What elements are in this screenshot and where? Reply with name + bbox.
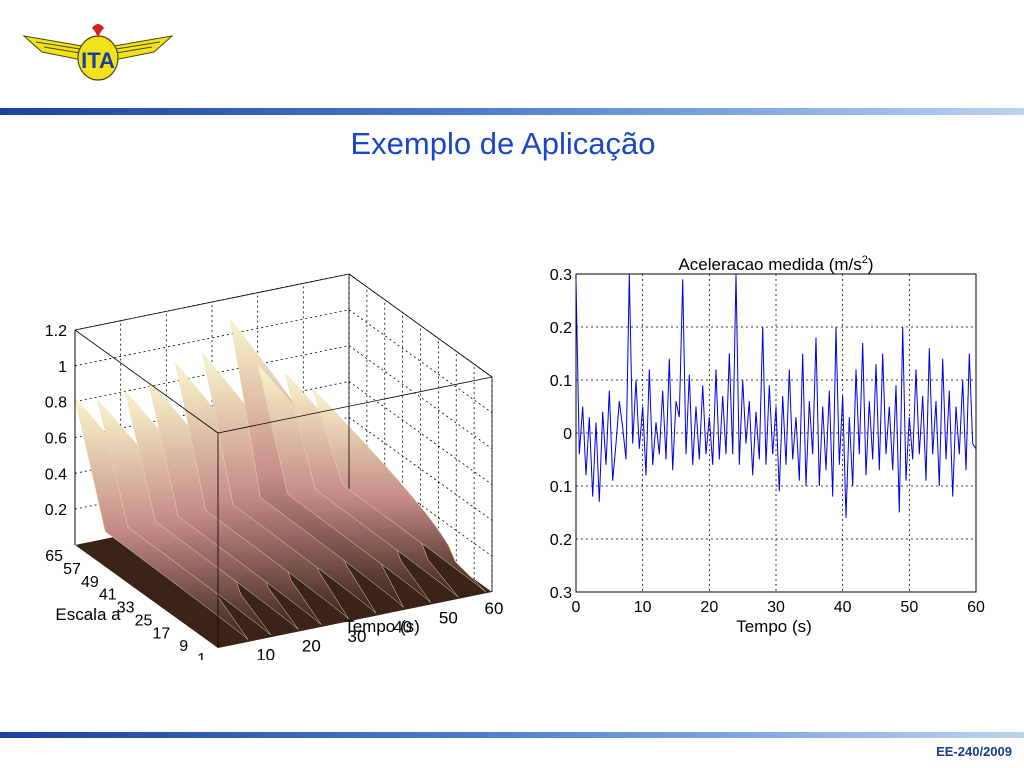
line-y-tick-label: 0.3 bbox=[550, 267, 572, 284]
surface-z-tick-label: 1.2 bbox=[45, 323, 67, 340]
line-y-tick-label: 0.1 bbox=[550, 373, 572, 390]
surface-y-tick-label: 41 bbox=[99, 587, 117, 604]
surface-y-tick-label: 1 bbox=[197, 651, 206, 660]
line-y-tick-label: 0.1 bbox=[550, 479, 572, 496]
surface-grid-line bbox=[348, 381, 493, 485]
surface-grid-line bbox=[348, 417, 493, 521]
surface-z-ticks: 0.2 0.4 0.6 0.8 1 1.2 bbox=[45, 323, 67, 519]
line-grid bbox=[576, 274, 976, 592]
line-x-ticks: 0 10 20 30 40 50 60 bbox=[572, 599, 985, 616]
line-x-tick-label: 60 bbox=[967, 599, 985, 616]
line-y-tick-label: 0.2 bbox=[550, 532, 572, 549]
surface-grid-line bbox=[74, 309, 350, 367]
line-y-tick-label: 0 bbox=[563, 426, 572, 443]
line-x-tick-label: 0 bbox=[572, 599, 581, 616]
line-x-tick-label: 50 bbox=[900, 599, 918, 616]
ita-logo: ITA bbox=[22, 24, 174, 81]
surface-y-tick-label: 49 bbox=[81, 574, 99, 591]
surface-y-tick-label: 57 bbox=[63, 561, 81, 578]
header-bar bbox=[0, 108, 1024, 115]
surface-grid-line bbox=[348, 345, 493, 449]
footer-text: EE-240/2009 bbox=[936, 744, 1012, 759]
surface-xlabel: Tempo (s) bbox=[344, 617, 420, 636]
surface-box-edge bbox=[74, 273, 350, 331]
surface-z-tick-label: 0.2 bbox=[45, 502, 67, 519]
surface-y-tick-label: 17 bbox=[152, 625, 170, 642]
line-y-ticks: 0.3 0.2 0.1 0 0.1 0.2 0.3 bbox=[550, 267, 572, 602]
line-x-tick-label: 40 bbox=[834, 599, 852, 616]
logo-text: ITA bbox=[81, 48, 115, 73]
footer-bar bbox=[0, 732, 1024, 738]
line-chart: Aceleracao medida (m/s2) 0.30.20.100.10.… bbox=[550, 254, 985, 636]
surface-box bbox=[74, 273, 493, 648]
line-xlabel: Tempo (s) bbox=[736, 617, 812, 636]
surface-y-tick-label: 25 bbox=[135, 612, 153, 629]
surface-ridges bbox=[74, 318, 492, 648]
surface-x-tick-label: 10 bbox=[256, 646, 275, 660]
surface-x-ticks: 10 20 30 40 50 60 bbox=[256, 599, 503, 660]
surface-y-tick-label: 9 bbox=[179, 638, 188, 655]
line-x-tick-label: 10 bbox=[634, 599, 652, 616]
surface-z-tick-label: 0.8 bbox=[45, 395, 67, 412]
surface-x-tick-label: 30 bbox=[348, 627, 367, 646]
surface-x-tick-label: 20 bbox=[302, 636, 321, 655]
line-x-tick-label: 30 bbox=[767, 599, 785, 616]
line-chart-title: Aceleracao medida (m/s2) bbox=[678, 254, 873, 274]
surface-z-tick-label: 0.4 bbox=[45, 466, 67, 483]
surface-z-tick-label: 0.6 bbox=[45, 431, 67, 448]
line-y-tick-label: 0.2 bbox=[550, 320, 572, 337]
surface-grid-line bbox=[348, 452, 493, 557]
surface-y-tick-label: 65 bbox=[45, 548, 63, 565]
surface-x-tick-label: 60 bbox=[485, 599, 504, 618]
surface-box-edge bbox=[348, 273, 493, 378]
surface-x-tick-label: 40 bbox=[393, 618, 412, 637]
surface-ylabel: Escala a bbox=[55, 605, 121, 624]
surface-z-tick-label: 1 bbox=[58, 359, 67, 376]
slide-title: Exemplo de Aplicação bbox=[350, 126, 656, 161]
surface-box-edge bbox=[217, 376, 493, 434]
series-line-acceleration bbox=[575, 273, 977, 518]
surface-grid-line bbox=[74, 345, 350, 403]
line-x-tick-label: 20 bbox=[700, 599, 718, 616]
surface-x-tick-label: 50 bbox=[439, 608, 458, 627]
line-y-tick-label: 0.3 bbox=[550, 585, 572, 602]
surface-grid-line bbox=[348, 309, 493, 414]
surface-ridge bbox=[312, 388, 486, 592]
surface-y-tick-label: 33 bbox=[117, 600, 135, 617]
surface-box-edge bbox=[74, 329, 219, 434]
